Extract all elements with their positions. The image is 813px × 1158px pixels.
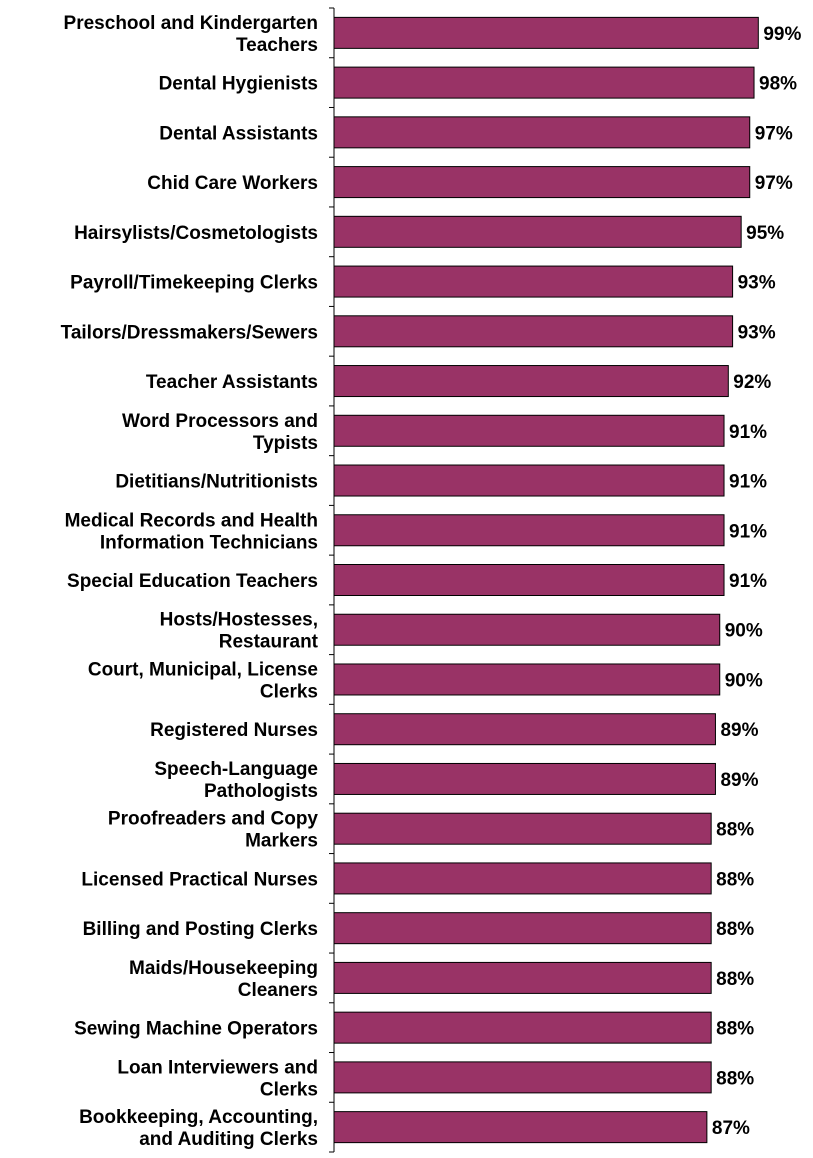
category-label: Word Processors and xyxy=(122,411,318,432)
category-label: Teacher Assistants xyxy=(146,372,318,393)
bar xyxy=(333,713,716,746)
bar xyxy=(333,166,751,199)
value-labels: 99% 98% 97% 97% 95% 93% 93% 92% 91% 91% 91% 91% 90% 9… xyxy=(712,24,802,1139)
value-label: 90% xyxy=(725,621,763,642)
bar xyxy=(333,1111,708,1144)
bar xyxy=(333,1061,712,1094)
value-label: 93% xyxy=(738,273,776,294)
bar xyxy=(333,66,755,99)
category-axis-ticks xyxy=(329,7,334,1153)
value-label: 88% xyxy=(716,969,754,990)
category-label: Billing and Posting Clerks xyxy=(83,919,318,940)
value-label: 88% xyxy=(716,919,754,940)
bar xyxy=(333,1011,712,1044)
bar xyxy=(333,613,721,646)
category-label: Information Technicians xyxy=(100,532,318,553)
value-label: 89% xyxy=(720,770,758,791)
category-label: Speech-Language xyxy=(154,759,318,780)
value-label: 98% xyxy=(759,74,797,95)
category-label: Markers xyxy=(245,831,318,852)
category-label: Hosts/Hostesses, xyxy=(160,610,318,631)
value-label: 92% xyxy=(733,372,771,393)
bar xyxy=(333,265,734,298)
value-label: 89% xyxy=(720,720,758,741)
bar xyxy=(333,862,712,895)
value-label: 88% xyxy=(716,1019,754,1040)
category-label: Teachers xyxy=(236,35,318,56)
bar xyxy=(333,365,729,398)
category-label: Cleaners xyxy=(238,980,318,1001)
category-label: Dietitians/Nutritionists xyxy=(115,472,318,493)
value-label: 97% xyxy=(755,123,793,144)
bar xyxy=(333,16,759,49)
value-label: 95% xyxy=(746,223,784,244)
value-label: 88% xyxy=(716,820,754,841)
value-label: 91% xyxy=(729,571,767,592)
bar xyxy=(333,464,725,497)
category-label: Pathologists xyxy=(204,781,318,802)
category-label: Loan Interviewers and xyxy=(117,1057,318,1078)
value-label: 91% xyxy=(729,521,767,542)
value-label: 91% xyxy=(729,472,767,493)
value-label: 88% xyxy=(716,869,754,890)
category-label: Proofreaders and Copy xyxy=(108,809,319,830)
category-label: Court, Municipal, License xyxy=(88,659,318,680)
category-label: Chid Care Workers xyxy=(147,173,318,194)
bar xyxy=(333,564,725,596)
value-label: 91% xyxy=(729,422,767,443)
category-label: Clerks xyxy=(260,1079,318,1100)
value-label: 93% xyxy=(738,322,776,343)
category-label: Dental Assistants xyxy=(159,123,318,144)
category-label: Restaurant xyxy=(219,632,319,653)
bar xyxy=(333,912,712,945)
category-label: Special Education Teachers xyxy=(67,571,318,592)
bar xyxy=(333,315,734,348)
value-label: 88% xyxy=(716,1068,754,1089)
category-label: Preschool and Kindergarten xyxy=(64,13,318,34)
bar xyxy=(333,961,712,994)
category-label: Tailors/Dressmakers/Sewers xyxy=(61,322,318,343)
category-label: Maids/Housekeeping xyxy=(129,958,318,979)
bar xyxy=(333,414,725,447)
value-label: 87% xyxy=(712,1118,750,1139)
value-label: 97% xyxy=(755,173,793,194)
category-label: Dental Hygienists xyxy=(159,74,318,95)
category-label: Sewing Machine Operators xyxy=(74,1019,318,1040)
category-label: Hairsylists/Cosmetologists xyxy=(74,223,318,244)
bar xyxy=(333,812,712,845)
category-label: Typists xyxy=(253,433,318,454)
value-label: 99% xyxy=(763,24,801,45)
category-label: and Auditing Clerks xyxy=(139,1129,318,1150)
value-label: 90% xyxy=(725,670,763,691)
category-label: Payroll/Timekeeping Clerks xyxy=(70,273,318,294)
bar xyxy=(333,215,742,248)
category-label: Bookkeeping, Accounting, xyxy=(79,1107,318,1128)
category-label: Clerks xyxy=(260,681,318,702)
bar xyxy=(333,116,751,149)
bars-group xyxy=(333,16,759,1144)
bar xyxy=(333,514,725,547)
bar xyxy=(333,762,716,795)
category-label: Registered Nurses xyxy=(150,720,318,741)
category-label: Licensed Practical Nurses xyxy=(81,869,318,890)
bar xyxy=(333,663,721,696)
category-label: Medical Records and Health xyxy=(65,510,318,531)
